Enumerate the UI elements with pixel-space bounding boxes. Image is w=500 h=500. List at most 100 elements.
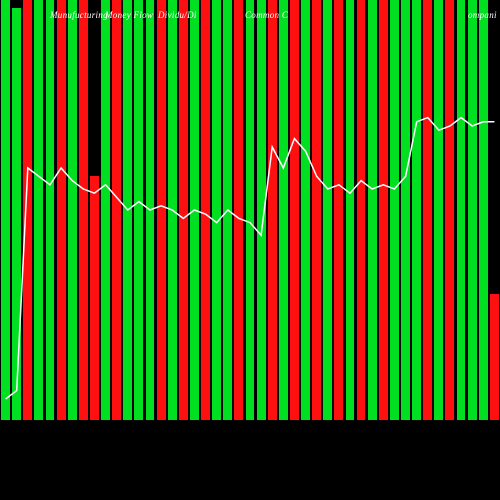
x-axis-label: 2016 T.04.0175 (481, 422, 486, 453)
bars-layer (0, 0, 500, 420)
bar (223, 0, 232, 420)
bar (134, 0, 143, 420)
xlabel-slot: 2010 T.04.0175 (56, 420, 67, 500)
bar-slot (22, 0, 33, 420)
bar-slot (300, 0, 311, 420)
bar-slot (33, 0, 44, 420)
x-axis-label: 403 T.04.0175 (470, 422, 475, 451)
bar (279, 0, 288, 420)
bar-slot (311, 0, 322, 420)
bar (445, 0, 454, 420)
bar (123, 0, 132, 420)
bar (1, 0, 10, 420)
xlabel-slot: 2012 S.04.0175 (244, 420, 255, 500)
xlabel-slot: 2007 03.03.0175 (11, 420, 22, 500)
x-axis-label: 2013 .04.0175 (125, 422, 130, 451)
bar (101, 0, 110, 420)
bar-slot (478, 0, 489, 420)
bar-slot (356, 0, 367, 420)
xlabel-slot: 2013 T.04.0175 (311, 420, 322, 500)
bar-slot (56, 0, 67, 420)
bar (423, 0, 432, 420)
bar-slot (122, 0, 133, 420)
xlabel-slot: 2009 P1.03.0175 (44, 420, 55, 500)
bar (468, 0, 477, 420)
bar (112, 0, 121, 420)
xlabel-slot: 2012 T.04.0175 (233, 420, 244, 500)
x-axis-label: 2012 S.04.0175 (247, 422, 252, 454)
bar (479, 0, 488, 420)
x-axis-label: 2013 T.04.0175 (103, 422, 108, 453)
x-axis-label: 2010 T.04.0175 (59, 422, 64, 453)
xlabel-slot: 3.05.04.0175 (89, 420, 100, 500)
x-axis-label: 2015 T.04.0175 (459, 422, 464, 453)
bar (390, 0, 399, 420)
xlabel-slot: 16 (322, 420, 333, 500)
xlabel-slot: 2012 T.04.0175 (333, 420, 344, 500)
x-axis-label: 1996 T.04.0175 (281, 422, 286, 453)
bar-slot (378, 0, 389, 420)
bar-slot (222, 0, 233, 420)
bar (379, 0, 388, 420)
bar-slot (444, 0, 455, 420)
xlabel-slot: 2009 P6.03.0175 (33, 420, 44, 500)
bar-slot (489, 0, 500, 420)
x-axis-label: 5.02.04.0175 (147, 422, 152, 448)
bar-slot (211, 0, 222, 420)
bar-slot (233, 0, 244, 420)
x-axis-label: 2015 T.04.0175 (447, 422, 452, 453)
bar (334, 0, 343, 420)
xlabel-slot: 2012 T.04.0175 (211, 420, 222, 500)
bar (157, 0, 166, 420)
bar-slot (200, 0, 211, 420)
bar-slot (156, 0, 167, 420)
bar (201, 0, 210, 420)
xlabel-slot: 2007 T.04.0175 (433, 420, 444, 500)
bar-slot (133, 0, 144, 420)
bar-slot (189, 0, 200, 420)
x-axis-label: 2012 T.04.0175 (292, 422, 297, 453)
bar-slot (455, 0, 466, 420)
xlabel-slot: 2015 T.04.0175 (444, 420, 455, 500)
bar-slot (167, 0, 178, 420)
xlabel-slot: 2013 T.04.0175 (222, 420, 233, 500)
x-axis-label: 5.02.ST.04.0175 (181, 422, 186, 455)
title-segment: Money Flow (105, 10, 153, 20)
bar (301, 0, 310, 420)
money-flow-chart: MunufucturingMoney FlowDividu/DiCommon C… (0, 0, 500, 500)
x-axis-label: 2012 T.04.0175 (159, 422, 164, 453)
x-axis-label: 2017 T.04.0175 (359, 422, 364, 453)
bar (57, 0, 66, 420)
xlabel-slot: 2013 T.04.0175 (100, 420, 111, 500)
xlabel-slot: 2012 T.04.0175 (133, 420, 144, 500)
bar (246, 0, 255, 420)
xlabel-slot: 2013 T.04.0175 (267, 420, 278, 500)
bar-slot (267, 0, 278, 420)
bar (434, 0, 443, 420)
bar-slot (244, 0, 255, 420)
x-axis-label: 3.05.04.0175 (92, 422, 97, 448)
x-axis-label: 2009 P6.03.0175 (36, 422, 41, 456)
bar-slot (367, 0, 378, 420)
x-axis-label: 2012 CT.04.0175 (192, 422, 197, 457)
x-axis-label: 2012 03.0175 (81, 422, 86, 450)
title-segment: ompani (468, 10, 497, 20)
x-axis-label: 2013 T.04.0175 (314, 422, 319, 453)
x-axis-label: 2007 T.04.0175 (436, 422, 441, 453)
xlabel-slot: 1996 T.04.0175 (278, 420, 289, 500)
bar (323, 0, 332, 420)
bar-slot (89, 0, 100, 420)
x-axis-label: 2013 T.04.0175 (303, 422, 308, 453)
bar (268, 0, 277, 420)
x-axis-label: 16 T.04.0175 (381, 422, 386, 448)
bar-slot (111, 0, 122, 420)
x-axis-label: 2012 T.04.0175 (214, 422, 219, 453)
xlabel-slot: 2012 T.04.0175 (156, 420, 167, 500)
bar (168, 0, 177, 420)
bar-slot (11, 0, 22, 420)
bar-slot (0, 0, 11, 420)
bar (234, 0, 243, 420)
bar (34, 0, 43, 420)
bar-slot (433, 0, 444, 420)
xlabel-slot: 2011 S.03.0175 (67, 420, 78, 500)
